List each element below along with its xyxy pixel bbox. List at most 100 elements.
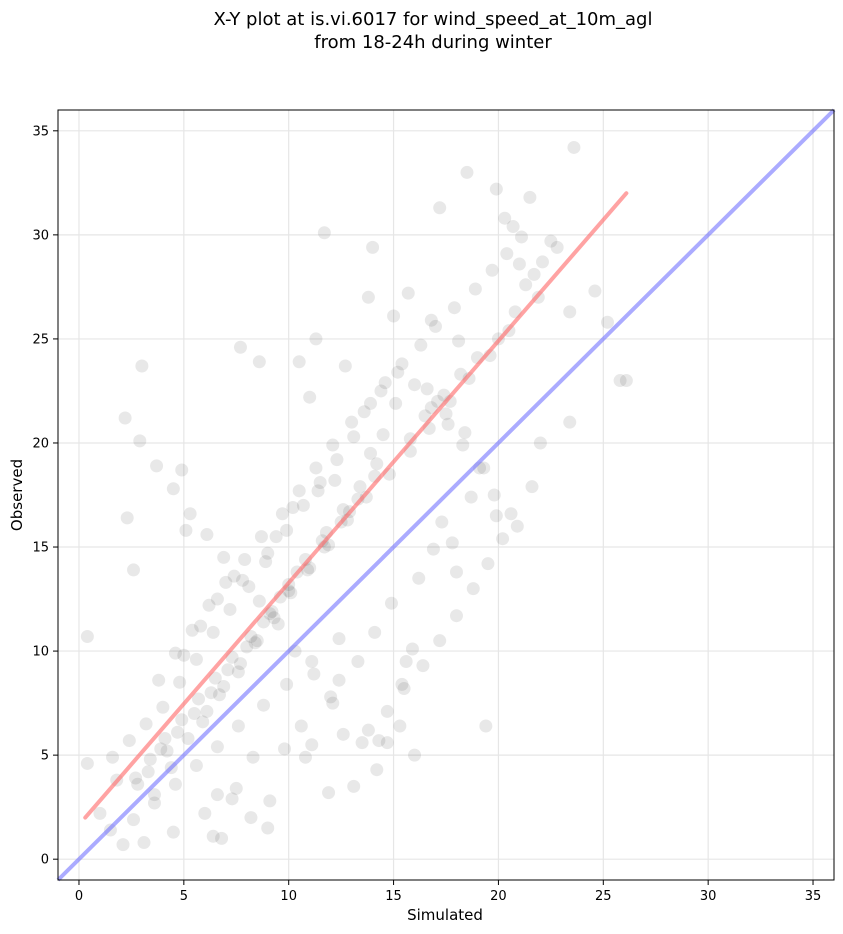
scatter-point <box>366 240 380 254</box>
scatter-point <box>345 415 359 429</box>
scatter-point <box>376 428 390 442</box>
scatter-point <box>361 290 375 304</box>
scatter-point <box>330 453 344 467</box>
scatter-point <box>196 715 210 729</box>
scatter-point <box>303 390 317 404</box>
scatter-point <box>355 736 369 750</box>
scatter-point <box>231 665 245 679</box>
scatter-point <box>361 723 375 737</box>
scatter-point <box>147 788 161 802</box>
scatter-point <box>183 507 197 521</box>
scatter-point <box>177 648 191 662</box>
scatter-point <box>189 759 203 773</box>
scatter-point <box>447 301 461 315</box>
scatter-point <box>206 829 220 843</box>
scatter-point <box>158 731 172 745</box>
x-tick-label: 25 <box>595 889 612 904</box>
scatter-point <box>515 230 529 244</box>
scatter-point <box>189 652 203 666</box>
scatter-point <box>305 654 319 668</box>
scatter-point <box>363 396 377 410</box>
scatter-point <box>395 677 409 691</box>
scatter-point <box>414 338 428 352</box>
scatter-point <box>231 719 245 733</box>
scatter-point <box>307 667 321 681</box>
scatter-point <box>613 374 627 388</box>
scatter-point <box>370 457 384 471</box>
scatter-point <box>166 482 180 496</box>
scatter-point <box>129 771 143 785</box>
scatter-point <box>133 434 147 448</box>
scatter-point <box>454 367 468 381</box>
scatter-point <box>311 484 325 498</box>
scatter-point <box>600 315 614 329</box>
scatter-point <box>445 536 459 550</box>
scatter-point <box>236 573 250 587</box>
scatter-point <box>217 550 231 564</box>
scatter-point <box>219 575 233 589</box>
scatter-point <box>240 640 254 654</box>
scatter-point <box>397 682 411 696</box>
scatter-point <box>242 580 256 594</box>
plot-frame <box>57 109 835 881</box>
scatter-point <box>401 286 415 300</box>
scatter-point <box>269 530 283 544</box>
scatter-point <box>322 786 336 800</box>
scatter-point <box>278 742 292 756</box>
x-axis-ticks: 0 5 10 15 20 25 30 35 <box>75 880 821 904</box>
y-tick-label: 15 <box>32 541 49 556</box>
scatter-point <box>399 654 413 668</box>
scatter-point <box>336 727 350 741</box>
scatter-point <box>408 748 422 762</box>
y-tick-label: 30 <box>32 228 49 243</box>
scatter-point <box>284 586 298 600</box>
scatter-point <box>395 357 409 371</box>
grid <box>58 110 834 880</box>
scatter-point <box>489 509 503 523</box>
scatter-point <box>403 432 417 446</box>
scatter-point <box>179 523 193 537</box>
scatter-point <box>374 384 388 398</box>
scatter-point <box>619 374 633 388</box>
scatter-point <box>567 140 581 154</box>
scatter-point <box>332 673 346 687</box>
scatter-point <box>292 484 306 498</box>
scatter-point <box>533 436 547 450</box>
scatter-point <box>500 247 514 261</box>
scatter-point <box>127 813 141 827</box>
scatter-point <box>261 821 275 835</box>
scatter-point <box>280 523 294 537</box>
scatter-point <box>389 396 403 410</box>
y-tick-label: 10 <box>32 645 49 660</box>
scatter-point <box>173 675 187 689</box>
scatter-point <box>202 598 216 612</box>
x-tick-label: 5 <box>180 889 188 904</box>
x-tick-label: 10 <box>280 889 297 904</box>
scatter-point <box>370 763 384 777</box>
scatter-point <box>168 646 182 660</box>
scatter-point <box>93 806 107 820</box>
scatter-point <box>468 282 482 296</box>
y-tick-label: 35 <box>32 124 49 139</box>
scatter-point <box>416 659 430 673</box>
scatter-point <box>166 825 180 839</box>
scatter-point <box>233 657 247 671</box>
scatter-point <box>221 663 235 677</box>
scatter-point <box>309 461 323 475</box>
scatter-point <box>244 811 258 825</box>
scatter-point <box>80 756 94 770</box>
scatter-point <box>141 765 155 779</box>
chart-title-line-1: X-Y plot at is.vi.6017 for wind_speed_at… <box>214 9 653 30</box>
scatter-point <box>387 309 401 323</box>
scatter-point <box>351 654 365 668</box>
scatter-point <box>280 677 294 691</box>
fit-line <box>83 191 629 820</box>
scatter-point <box>384 596 398 610</box>
scatter-point <box>412 571 426 585</box>
scatter-point <box>160 744 174 758</box>
scatter-point <box>248 636 262 650</box>
scatter-point <box>458 426 472 440</box>
scatter-point <box>359 490 373 504</box>
scatter-point <box>326 696 340 710</box>
reference-lines <box>56 108 836 882</box>
